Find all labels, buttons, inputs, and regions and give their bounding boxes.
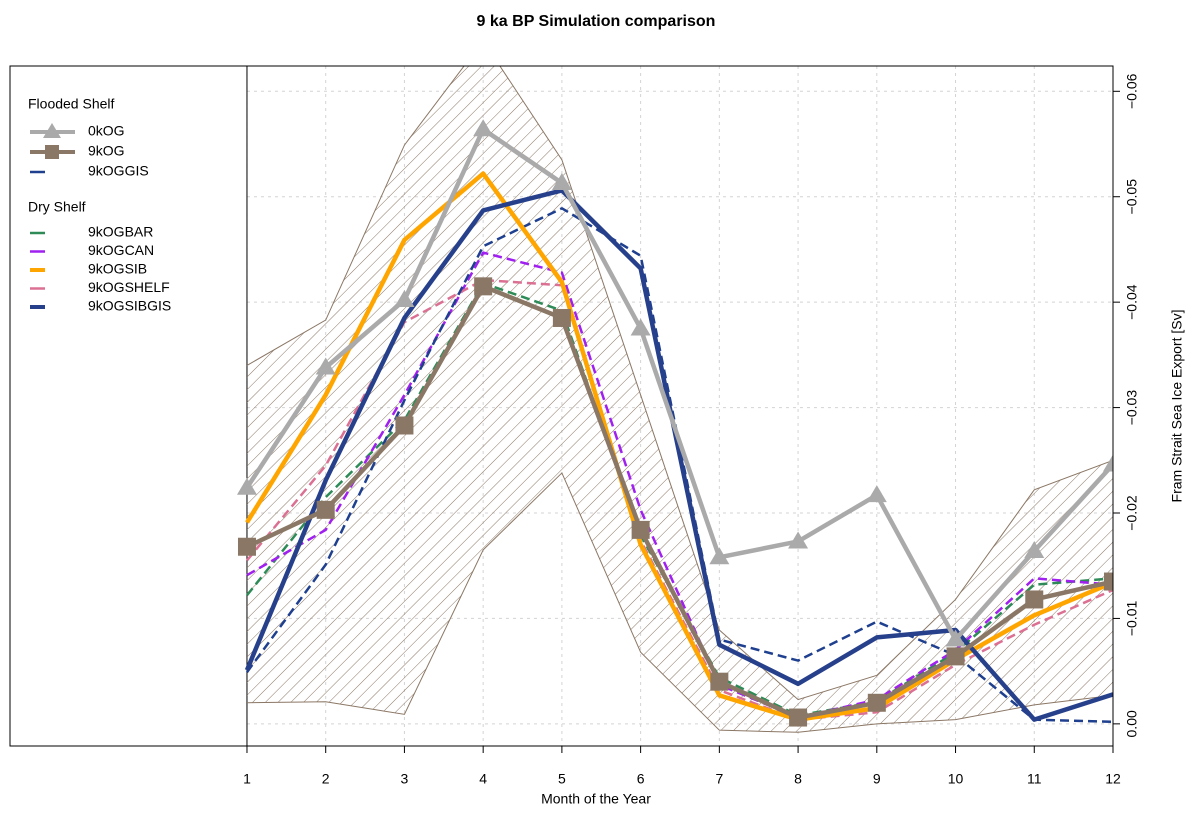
- triangle-marker: [473, 119, 494, 137]
- square-marker: [1025, 590, 1044, 609]
- plot-frame: [9, 65, 1114, 747]
- x-tick-label: 4: [479, 771, 487, 787]
- x-tick-label: 5: [558, 771, 566, 787]
- series-line: [246, 284, 1113, 720]
- square-marker: [789, 708, 808, 727]
- plot-area: [236, 66, 1113, 733]
- square-marker: [631, 520, 650, 539]
- y-tick-label: 0.00: [1124, 710, 1140, 737]
- triangle-marker: [1103, 454, 1113, 472]
- legend-label: 9kOGCAN: [88, 242, 154, 258]
- series-line: [246, 281, 1113, 717]
- x-tick-label: 9: [873, 771, 881, 787]
- x-tick-label: 10: [948, 771, 964, 787]
- legend-label: 0kOG: [88, 123, 125, 139]
- series-line: [245, 127, 1113, 642]
- triangle-marker: [315, 357, 336, 375]
- x-tick-label: 11: [1027, 771, 1042, 787]
- x-tick-label: 7: [715, 771, 723, 787]
- y-tick-label: −0.05: [1124, 179, 1140, 215]
- square-marker: [1104, 572, 1113, 591]
- series-line: [245, 207, 1113, 724]
- series-line: [245, 171, 1113, 722]
- y-tick-label: −0.01: [1124, 601, 1140, 637]
- triangle-marker: [236, 477, 257, 495]
- square-marker: [946, 647, 965, 666]
- x-tick-label: 12: [1105, 771, 1121, 787]
- y-axis-label: Fram Strait Sea Ice Export [Sv]: [1169, 310, 1185, 503]
- legend-label: 9kOGGIS: [88, 163, 149, 179]
- legend-marker: [45, 145, 59, 159]
- legend-marker: [43, 123, 61, 138]
- legend-label: 9kOGSIB: [88, 261, 147, 277]
- legend-group-title: Dry Shelf: [28, 199, 86, 215]
- series-line: [246, 251, 1113, 719]
- x-tick-label: 8: [794, 771, 802, 787]
- chart-title: 9 ka BP Simulation comparison: [477, 13, 716, 30]
- square-marker: [867, 693, 886, 712]
- square-marker: [710, 672, 729, 691]
- legend-label: 9kOGSHELF: [88, 279, 170, 295]
- square-marker: [474, 277, 493, 296]
- triangle-marker: [1024, 540, 1045, 558]
- triangle-marker: [866, 485, 887, 503]
- triangle-marker: [630, 318, 651, 336]
- band-lower-edge: [246, 472, 1113, 733]
- y-tick-label: −0.04: [1124, 284, 1140, 320]
- triangle-marker: [394, 290, 415, 308]
- legend-group-title: Flooded Shelf: [28, 96, 115, 112]
- square-marker: [316, 500, 335, 519]
- triangle-marker: [788, 531, 809, 549]
- y-tick-label: −0.06: [1124, 73, 1140, 109]
- square-marker: [395, 416, 414, 435]
- legend-label: 9kOGSIBGIS: [88, 298, 171, 314]
- square-marker: [237, 537, 256, 556]
- legend-label: 9kOGBAR: [88, 224, 153, 240]
- x-tick-label: 3: [401, 771, 409, 787]
- range-band: [246, 66, 1113, 733]
- y-tick-label: −0.02: [1124, 495, 1140, 531]
- triangle-marker: [551, 173, 572, 191]
- x-axis-label: Month of the Year: [541, 791, 651, 807]
- band-upper-edge: [246, 66, 1113, 701]
- square-marker: [552, 308, 571, 327]
- x-tick-label: 6: [637, 771, 645, 787]
- triangle-marker: [945, 629, 966, 647]
- x-tick-label: 2: [322, 771, 330, 787]
- triangle-marker: [709, 547, 730, 565]
- y-tick-label: −0.03: [1124, 390, 1140, 426]
- x-tick-label: 1: [243, 771, 251, 787]
- legend-label: 9kOG: [88, 143, 125, 159]
